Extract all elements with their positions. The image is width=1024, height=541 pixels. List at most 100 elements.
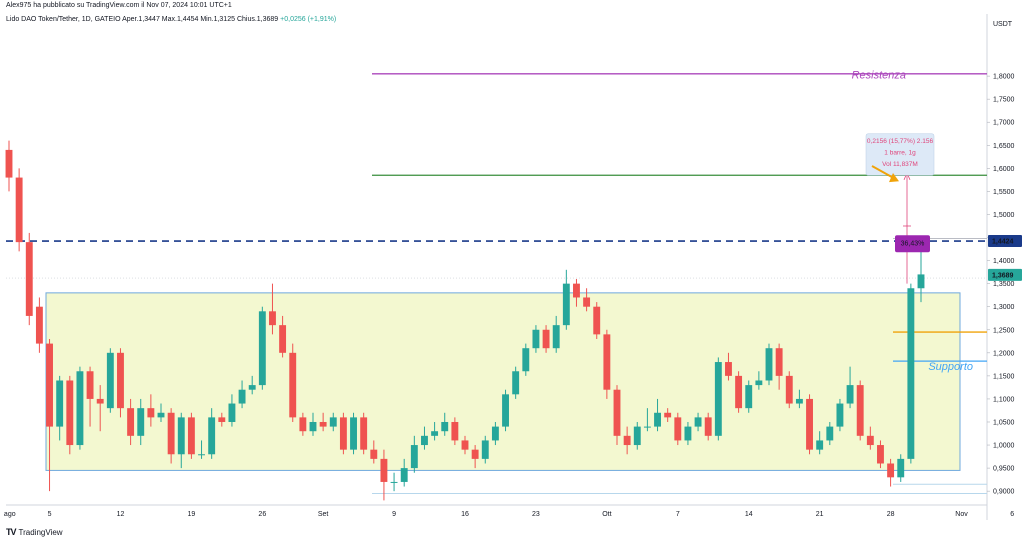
- candle-body[interactable]: [198, 454, 205, 456]
- candle-body[interactable]: [339, 417, 347, 450]
- candle-body[interactable]: [137, 408, 145, 436]
- candle-body[interactable]: [25, 242, 33, 316]
- candle-body[interactable]: [147, 408, 155, 418]
- candle-body[interactable]: [897, 458, 905, 478]
- candle-body[interactable]: [289, 352, 297, 418]
- level-price-label: 1,4424: [992, 239, 1014, 246]
- candle-body[interactable]: [309, 421, 317, 432]
- candle-body[interactable]: [725, 362, 732, 376]
- candle-body[interactable]: [532, 329, 540, 349]
- candle-body[interactable]: [258, 311, 266, 386]
- candle-body[interactable]: [167, 412, 175, 455]
- candle-body[interactable]: [877, 445, 884, 464]
- candle-body[interactable]: [826, 426, 834, 441]
- candle-body[interactable]: [269, 311, 276, 326]
- candle-body[interactable]: [836, 403, 844, 427]
- candle-body[interactable]: [502, 394, 509, 427]
- candle-body[interactable]: [421, 435, 428, 446]
- candle-body[interactable]: [643, 426, 651, 428]
- candle-body[interactable]: [806, 398, 813, 450]
- candle-body[interactable]: [5, 149, 13, 178]
- candle-body[interactable]: [654, 412, 661, 427]
- y-tick-label: 1,7000: [993, 120, 1015, 127]
- candle-body[interactable]: [481, 440, 489, 459]
- candle-body[interactable]: [117, 352, 124, 409]
- x-tick-label: Ott: [602, 511, 611, 518]
- candle-body[interactable]: [512, 371, 520, 395]
- y-tick-label: 1,5000: [993, 212, 1015, 219]
- candle-body[interactable]: [674, 417, 682, 441]
- candle-body[interactable]: [390, 481, 398, 483]
- candle-body[interactable]: [106, 352, 114, 409]
- candle-body[interactable]: [451, 421, 459, 441]
- candle-body[interactable]: [684, 426, 692, 441]
- candle-body[interactable]: [573, 283, 580, 298]
- candle-body[interactable]: [542, 329, 550, 349]
- candle-body[interactable]: [350, 417, 357, 450]
- candle-body[interactable]: [208, 417, 216, 455]
- candle-body[interactable]: [127, 408, 135, 436]
- candle-body[interactable]: [694, 417, 702, 427]
- candle-body[interactable]: [664, 412, 672, 418]
- candle-body[interactable]: [795, 398, 803, 404]
- candle-body[interactable]: [633, 426, 641, 446]
- y-tick-label: 1,8000: [993, 74, 1015, 81]
- candle-body[interactable]: [248, 385, 256, 390]
- candle-body[interactable]: [846, 385, 854, 404]
- candle-body[interactable]: [370, 449, 378, 459]
- candle-body[interactable]: [461, 440, 469, 450]
- candle-body[interactable]: [56, 380, 64, 427]
- candle-body[interactable]: [735, 375, 743, 409]
- candle-body[interactable]: [187, 417, 195, 455]
- candle-body[interactable]: [400, 468, 408, 482]
- candle-body[interactable]: [816, 440, 824, 450]
- candle-body[interactable]: [613, 389, 621, 436]
- candle-body[interactable]: [360, 417, 368, 450]
- candle-body[interactable]: [856, 385, 864, 436]
- candle-body[interactable]: [887, 463, 895, 478]
- candle-body[interactable]: [917, 274, 925, 289]
- candle-body[interactable]: [593, 306, 601, 335]
- candle-body[interactable]: [623, 435, 631, 446]
- candle-body[interactable]: [431, 431, 439, 436]
- candle-body[interactable]: [441, 421, 449, 432]
- candle-body[interactable]: [329, 417, 337, 427]
- candle-body[interactable]: [66, 380, 74, 446]
- candle-body[interactable]: [228, 403, 236, 422]
- candle-body[interactable]: [491, 426, 499, 441]
- candle-body[interactable]: [785, 375, 793, 404]
- candle-body[interactable]: [46, 343, 53, 427]
- candle-body[interactable]: [157, 412, 165, 418]
- candle-body[interactable]: [299, 417, 307, 432]
- candle-body[interactable]: [562, 283, 570, 326]
- candle-body[interactable]: [866, 435, 874, 446]
- y-tick-label: 1,3000: [993, 304, 1015, 311]
- candle-body[interactable]: [86, 371, 94, 399]
- candle-body[interactable]: [775, 348, 783, 376]
- y-tick-label: 0,9000: [993, 489, 1015, 496]
- candle-body[interactable]: [380, 458, 388, 482]
- candle-body[interactable]: [745, 385, 753, 409]
- candle-body[interactable]: [96, 398, 104, 404]
- candle-body[interactable]: [471, 449, 479, 459]
- candle-body[interactable]: [218, 417, 226, 422]
- candle-body[interactable]: [177, 417, 185, 455]
- candle-body[interactable]: [15, 177, 23, 243]
- candle-body[interactable]: [522, 348, 530, 372]
- candle-body[interactable]: [410, 445, 418, 469]
- candle-body[interactable]: [35, 306, 43, 344]
- candle-body[interactable]: [552, 325, 560, 349]
- candle-body[interactable]: [755, 380, 763, 386]
- symbol-name[interactable]: Lido DAO Token/Tether, 1D, GATEIO: [6, 16, 121, 23]
- candle-body[interactable]: [279, 325, 287, 353]
- candle-body[interactable]: [714, 362, 722, 436]
- candle-body[interactable]: [76, 371, 84, 446]
- candle-body[interactable]: [238, 389, 246, 404]
- candle-body[interactable]: [907, 288, 915, 459]
- candle-body[interactable]: [603, 334, 611, 390]
- candle-body[interactable]: [583, 297, 591, 307]
- candle-body[interactable]: [319, 421, 327, 427]
- candle-body[interactable]: [765, 348, 773, 381]
- candle-body[interactable]: [704, 417, 712, 436]
